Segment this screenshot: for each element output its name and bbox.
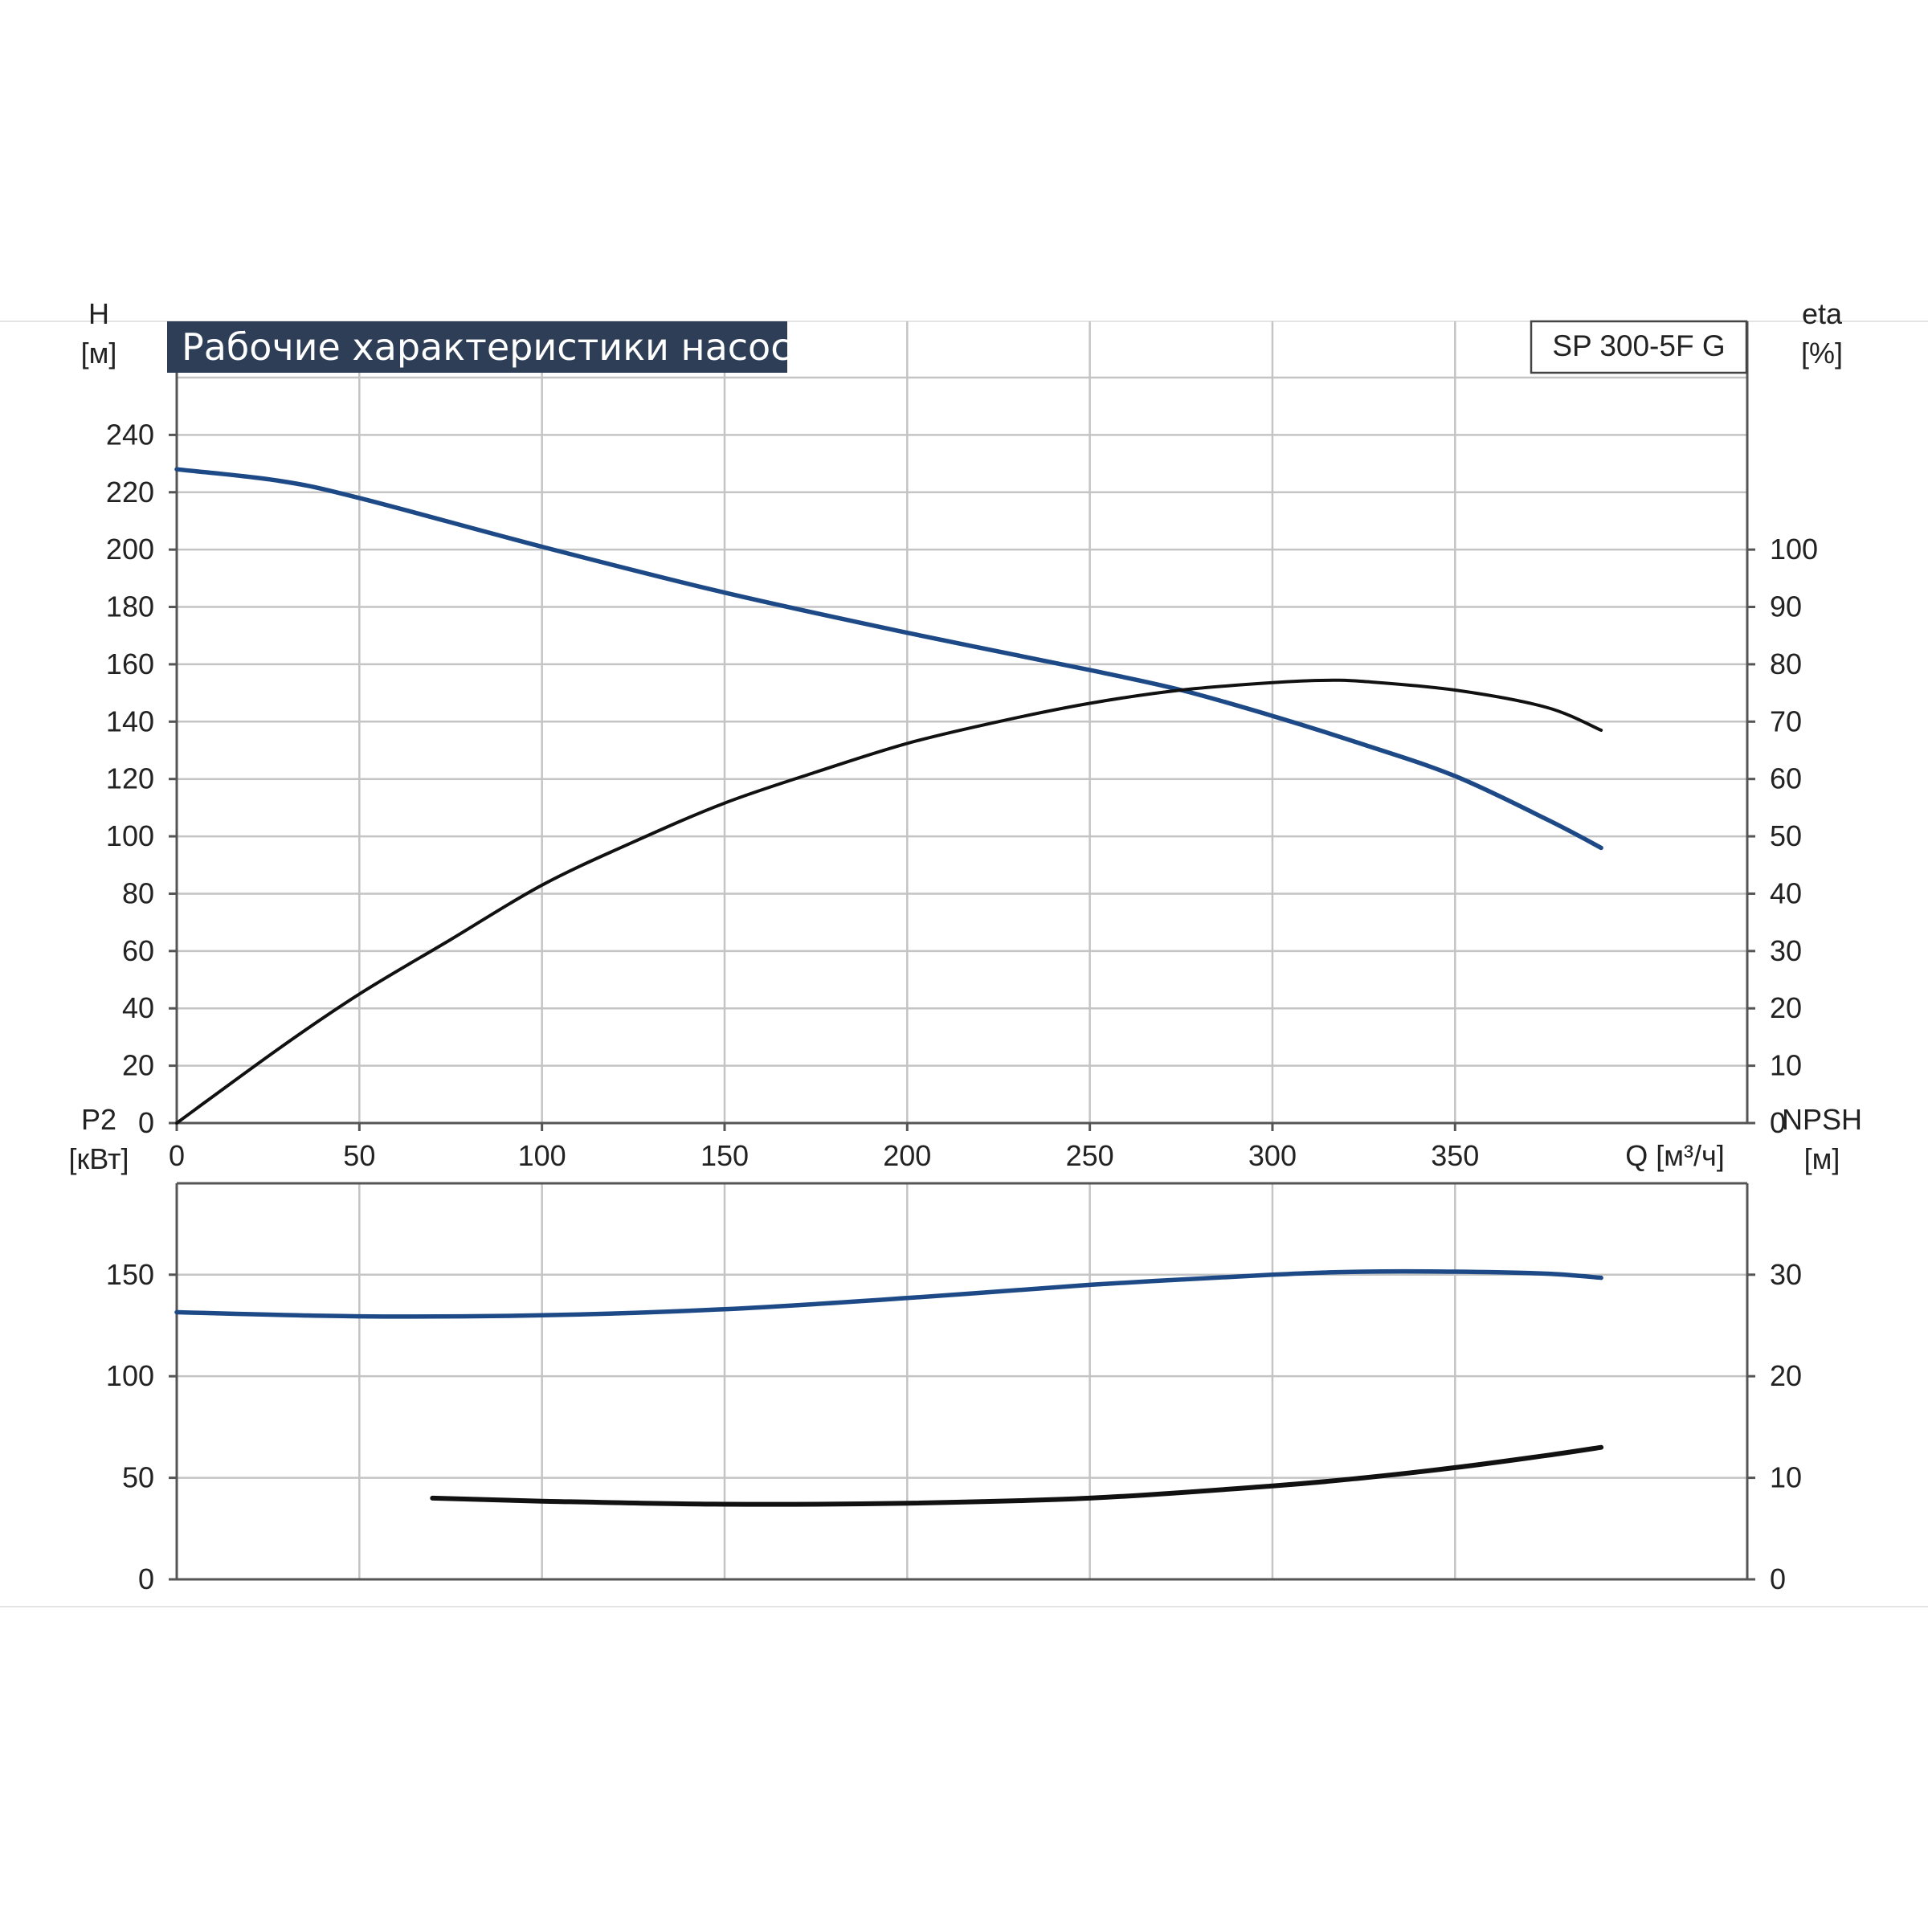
- x-tick-label: 350: [1431, 1139, 1479, 1172]
- y-left-tick-label: 180: [106, 590, 154, 623]
- model-box: [1530, 320, 1748, 374]
- y-right-tick-label: 10: [1770, 1461, 1802, 1494]
- y-left-tick-label: 0: [138, 1106, 154, 1139]
- y-left-tick-label: 60: [122, 934, 154, 967]
- y-right-tick-label: 0: [1770, 1106, 1786, 1139]
- y-left-axis-title: P2: [81, 1103, 116, 1136]
- y-left-tick-label: 120: [106, 762, 154, 795]
- y-left-tick-label: 80: [122, 876, 154, 909]
- y-right-tick-label: 80: [1770, 647, 1802, 680]
- y-right-axis-title: NPSH: [1782, 1103, 1862, 1136]
- x-tick-label: 0: [169, 1139, 185, 1172]
- y-right-tick-label: 20: [1770, 991, 1802, 1024]
- y-left-axis-unit: [кВт]: [68, 1142, 129, 1175]
- y-left-tick-label: 220: [106, 476, 154, 509]
- y-right-axis-title: eta: [1802, 297, 1843, 330]
- y-right-tick-label: 100: [1770, 533, 1818, 566]
- y-left-tick-label: 100: [106, 819, 154, 852]
- y-right-tick-label: 20: [1770, 1359, 1802, 1392]
- series-line-1-1: [430, 1444, 1604, 1507]
- y-left-tick-label: 200: [106, 533, 154, 566]
- model-label: SP 300-5F G: [1552, 329, 1725, 362]
- x-tick-label: 300: [1248, 1139, 1297, 1172]
- y-right-tick-label: 90: [1770, 590, 1802, 623]
- series-line-1-0: [174, 1268, 1603, 1319]
- y-right-tick-label: 10: [1770, 1049, 1802, 1082]
- y-left-tick-label: 100: [106, 1359, 154, 1392]
- y-left-tick-label: 160: [106, 647, 154, 680]
- y-right-tick-label: 60: [1770, 762, 1802, 795]
- series-line-0-0: [174, 467, 1603, 851]
- y-left-tick-label: 240: [106, 418, 154, 451]
- y-left-tick-label: 50: [122, 1461, 154, 1494]
- x-tick-label: 250: [1066, 1139, 1114, 1172]
- chart-title: Рабочие характеристики насоса: [182, 325, 814, 369]
- x-tick-label: 200: [883, 1139, 931, 1172]
- y-left-axis-title: H: [88, 297, 109, 330]
- series-line-0-1: [175, 678, 1603, 1125]
- y-right-axis-unit: [м]: [1804, 1142, 1840, 1175]
- y-left-tick-label: 0: [138, 1562, 154, 1595]
- y-right-tick-label: 30: [1770, 1258, 1802, 1291]
- y-right-tick-label: 50: [1770, 819, 1802, 852]
- y-right-axis-unit: [%]: [1801, 337, 1843, 370]
- x-axis-title: Q [м³/ч]: [1625, 1139, 1725, 1172]
- x-tick-label: 100: [518, 1139, 566, 1172]
- y-left-tick-label: 20: [122, 1049, 154, 1082]
- y-right-tick-label: 40: [1770, 876, 1802, 909]
- y-left-tick-label: 150: [106, 1258, 154, 1291]
- y-left-tick-label: 40: [122, 991, 154, 1024]
- y-right-tick-label: 30: [1770, 934, 1802, 967]
- y-right-tick-label: 0: [1770, 1562, 1786, 1595]
- y-left-tick-label: 140: [106, 705, 154, 737]
- x-tick-label: 150: [701, 1139, 749, 1172]
- y-left-axis-unit: [м]: [81, 337, 117, 370]
- title-box: [167, 321, 787, 373]
- x-tick-label: 50: [343, 1139, 375, 1172]
- y-right-tick-label: 70: [1770, 705, 1802, 737]
